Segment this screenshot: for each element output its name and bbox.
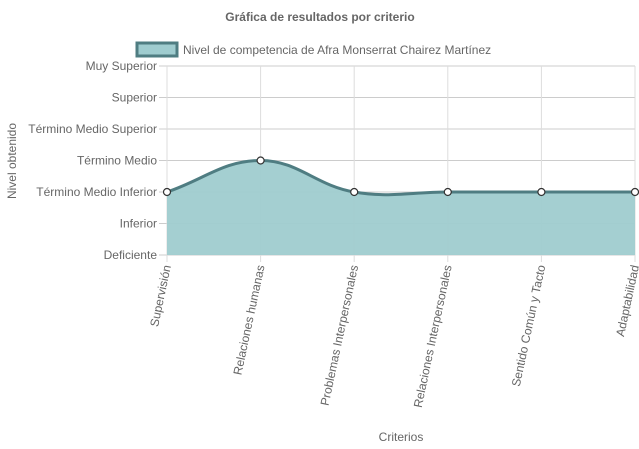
x-tick-label: Adaptabilidad bbox=[613, 264, 639, 338]
y-tick-label: Término Medio Inferior bbox=[36, 185, 157, 199]
x-tick-label: Supervisión bbox=[147, 264, 174, 328]
y-axis-title: Nivel obtenido bbox=[5, 123, 19, 199]
legend-swatch bbox=[135, 41, 179, 58]
data-point[interactable] bbox=[630, 187, 639, 197]
data-point[interactable] bbox=[256, 156, 265, 165]
x-axis-title: Criterios bbox=[379, 430, 424, 444]
y-tick-label: Muy Superior bbox=[86, 59, 157, 73]
y-tick-labels: Deficiente Inferior Término Medio Inferior… bbox=[28, 59, 157, 262]
y-tick-label: Inferior bbox=[120, 217, 157, 231]
data-points bbox=[162, 156, 639, 197]
series-line bbox=[166, 158, 635, 197]
x-tick-label: Sentido Común y Tacto bbox=[509, 263, 549, 387]
y-tick-label: Término Medio Superior bbox=[28, 122, 157, 136]
x-tick-label: Relaciones Interpersonales bbox=[411, 264, 455, 409]
data-point[interactable] bbox=[350, 187, 359, 197]
data-point[interactable] bbox=[443, 187, 452, 197]
data-point[interactable] bbox=[537, 187, 546, 197]
y-tick-label: Superior bbox=[112, 91, 157, 105]
y-tick-label: Término Medio bbox=[77, 154, 157, 168]
x-tick-labels: Supervisión Relaciones humanas Problemas I… bbox=[147, 263, 639, 408]
x-tick-label: Relaciones humanas bbox=[231, 264, 268, 377]
chart-title: Gráfica de resultados por criterio bbox=[225, 10, 414, 24]
legend-label: Nivel de competencia de Afra Monserrat C… bbox=[183, 43, 491, 57]
y-tick-label: Deficiente bbox=[104, 248, 158, 262]
series-area bbox=[167, 160, 635, 255]
x-tick-label: Problemas Interpersonales bbox=[318, 264, 362, 407]
data-point[interactable] bbox=[162, 187, 172, 197]
legend[interactable]: Nivel de competencia de Afra Monserrat C… bbox=[135, 41, 491, 58]
